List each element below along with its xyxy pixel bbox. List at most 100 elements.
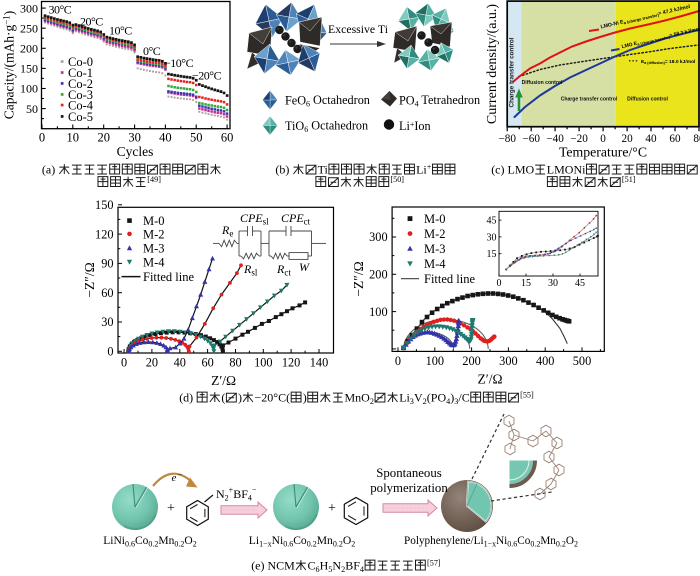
svg-text:[50]: [50] [390, 175, 404, 184]
svg-text:[51]: [51] [622, 175, 636, 184]
svg-text:Diffusion control: Diffusion control [627, 97, 668, 103]
svg-text:(PO: (PO [427, 391, 447, 405]
svg-text:Li+Ion: Li+Ion [399, 119, 431, 133]
svg-text:Spontaneous: Spontaneous [376, 466, 441, 480]
svg-text:30: 30 [128, 131, 141, 145]
svg-text:300: 300 [369, 230, 387, 244]
svg-text:Co-3: Co-3 [68, 88, 93, 102]
svg-text:M-2: M-2 [143, 227, 165, 241]
svg-text:200: 200 [369, 268, 387, 282]
svg-text:+: + [427, 163, 432, 172]
svg-text:M-3: M-3 [143, 242, 165, 256]
svg-text:400: 400 [536, 354, 554, 368]
svg-text:250: 250 [20, 21, 38, 35]
svg-text:polymerization: polymerization [370, 481, 448, 495]
svg-text:[49]: [49] [147, 175, 161, 184]
svg-text:0: 0 [395, 354, 401, 368]
svg-text:M-0: M-0 [143, 214, 165, 228]
svg-text:3: 3 [454, 397, 458, 406]
svg-text:Temperature/°C: Temperature/°C [559, 145, 647, 160]
svg-text:LMONi: LMONi [547, 163, 586, 177]
svg-text:Li: Li [416, 163, 427, 177]
svg-text:2: 2 [370, 397, 374, 406]
svg-text:30: 30 [101, 315, 113, 329]
svg-text:45: 45 [575, 278, 585, 289]
svg-text:Co-5: Co-5 [68, 110, 93, 124]
svg-text:FeO6 Octahedron: FeO6 Octahedron [285, 93, 370, 109]
svg-text:60: 60 [669, 133, 681, 145]
svg-text:M-3: M-3 [424, 242, 446, 256]
svg-text:100: 100 [369, 305, 387, 319]
svg-text:15: 15 [521, 278, 531, 289]
svg-text:80: 80 [693, 133, 700, 145]
svg-text:Charge transfer control: Charge transfer control [508, 37, 515, 107]
svg-text:300: 300 [499, 354, 517, 368]
svg-text:+: + [328, 501, 336, 516]
svg-text:(: ( [221, 391, 225, 405]
svg-text:140: 140 [310, 356, 328, 370]
svg-text:e: e [172, 472, 177, 484]
svg-text:Fitted line: Fitted line [143, 270, 194, 284]
svg-text:Li1−xNi0.6Co0.2Mn0.2O2: Li1−xNi0.6Co0.2Mn0.2O2 [249, 534, 355, 549]
svg-text:150: 150 [95, 198, 113, 212]
svg-text:+: + [167, 501, 175, 516]
svg-text:Co-1: Co-1 [68, 66, 93, 80]
svg-text:60: 60 [101, 286, 113, 300]
svg-text:): ) [450, 391, 454, 405]
svg-text:Z′/Ω: Z′/Ω [478, 371, 503, 386]
svg-text:−Z″/Ω: −Z″/Ω [351, 261, 366, 296]
svg-text:Co-0: Co-0 [68, 55, 93, 69]
svg-text:30: 30 [548, 278, 558, 289]
svg-text:500: 500 [573, 354, 591, 368]
svg-text:60: 60 [201, 356, 213, 370]
svg-text:200: 200 [462, 354, 480, 368]
svg-text:4: 4 [360, 565, 364, 574]
svg-text:100: 100 [20, 82, 38, 96]
svg-text:−20°C: −20°C [192, 69, 222, 83]
svg-text:200: 200 [20, 42, 38, 56]
svg-text:Current density/(a.u.): Current density/(a.u.) [485, 4, 500, 124]
svg-text:60: 60 [221, 131, 234, 145]
svg-text:CPEsl: CPEsl [240, 211, 269, 227]
svg-text:M-4: M-4 [143, 255, 165, 269]
svg-text:H: H [320, 559, 329, 573]
svg-text:CPEct: CPEct [281, 211, 311, 227]
svg-text:100: 100 [426, 354, 444, 368]
svg-text:150: 150 [20, 62, 38, 76]
svg-text:40: 40 [645, 133, 657, 145]
svg-text:Ti: Ti [318, 163, 329, 177]
svg-text:−80: −80 [498, 133, 516, 145]
svg-text:(b): (b) [275, 163, 292, 177]
svg-text:6: 6 [316, 565, 320, 574]
svg-text:0: 0 [121, 356, 127, 370]
svg-text:50: 50 [190, 131, 203, 145]
svg-text:20°C: 20°C [80, 15, 103, 29]
svg-text:0: 0 [39, 131, 45, 145]
svg-text:−10°C: −10°C [164, 56, 194, 70]
svg-text:Charge transfer control: Charge transfer control [561, 97, 618, 103]
svg-text:45: 45 [487, 216, 497, 227]
svg-text:[55]: [55] [520, 391, 534, 400]
svg-text:M-0: M-0 [424, 212, 446, 226]
svg-text:(e) NCM: (e) NCM [251, 559, 295, 573]
svg-text:Z′/Ω: Z′/Ω [211, 373, 236, 388]
svg-text:Co-4: Co-4 [68, 98, 94, 112]
svg-text:2: 2 [341, 565, 345, 574]
svg-text:0°C: 0°C [143, 44, 161, 58]
svg-text:0: 0 [497, 278, 502, 289]
svg-text:−Z″/Ω: −Z″/Ω [82, 262, 97, 297]
svg-text:80: 80 [229, 356, 241, 370]
svg-text:Fitted line: Fitted line [424, 272, 475, 286]
svg-text:120: 120 [95, 227, 113, 241]
svg-text:30°C: 30°C [49, 3, 72, 17]
svg-text:20: 20 [622, 133, 634, 145]
svg-text:20: 20 [146, 356, 158, 370]
svg-text:Diffusion control: Diffusion control [522, 80, 563, 86]
svg-text:Capacity/(mAh·g−1): Capacity/(mAh·g−1) [2, 11, 17, 120]
svg-text:(c) LMO: (c) LMO [491, 163, 534, 177]
svg-text:W: W [299, 260, 310, 274]
svg-text:10°C: 10°C [109, 24, 132, 38]
svg-text:300: 300 [20, 1, 38, 15]
svg-text:2: 2 [423, 397, 427, 406]
svg-text:Li: Li [399, 391, 410, 405]
